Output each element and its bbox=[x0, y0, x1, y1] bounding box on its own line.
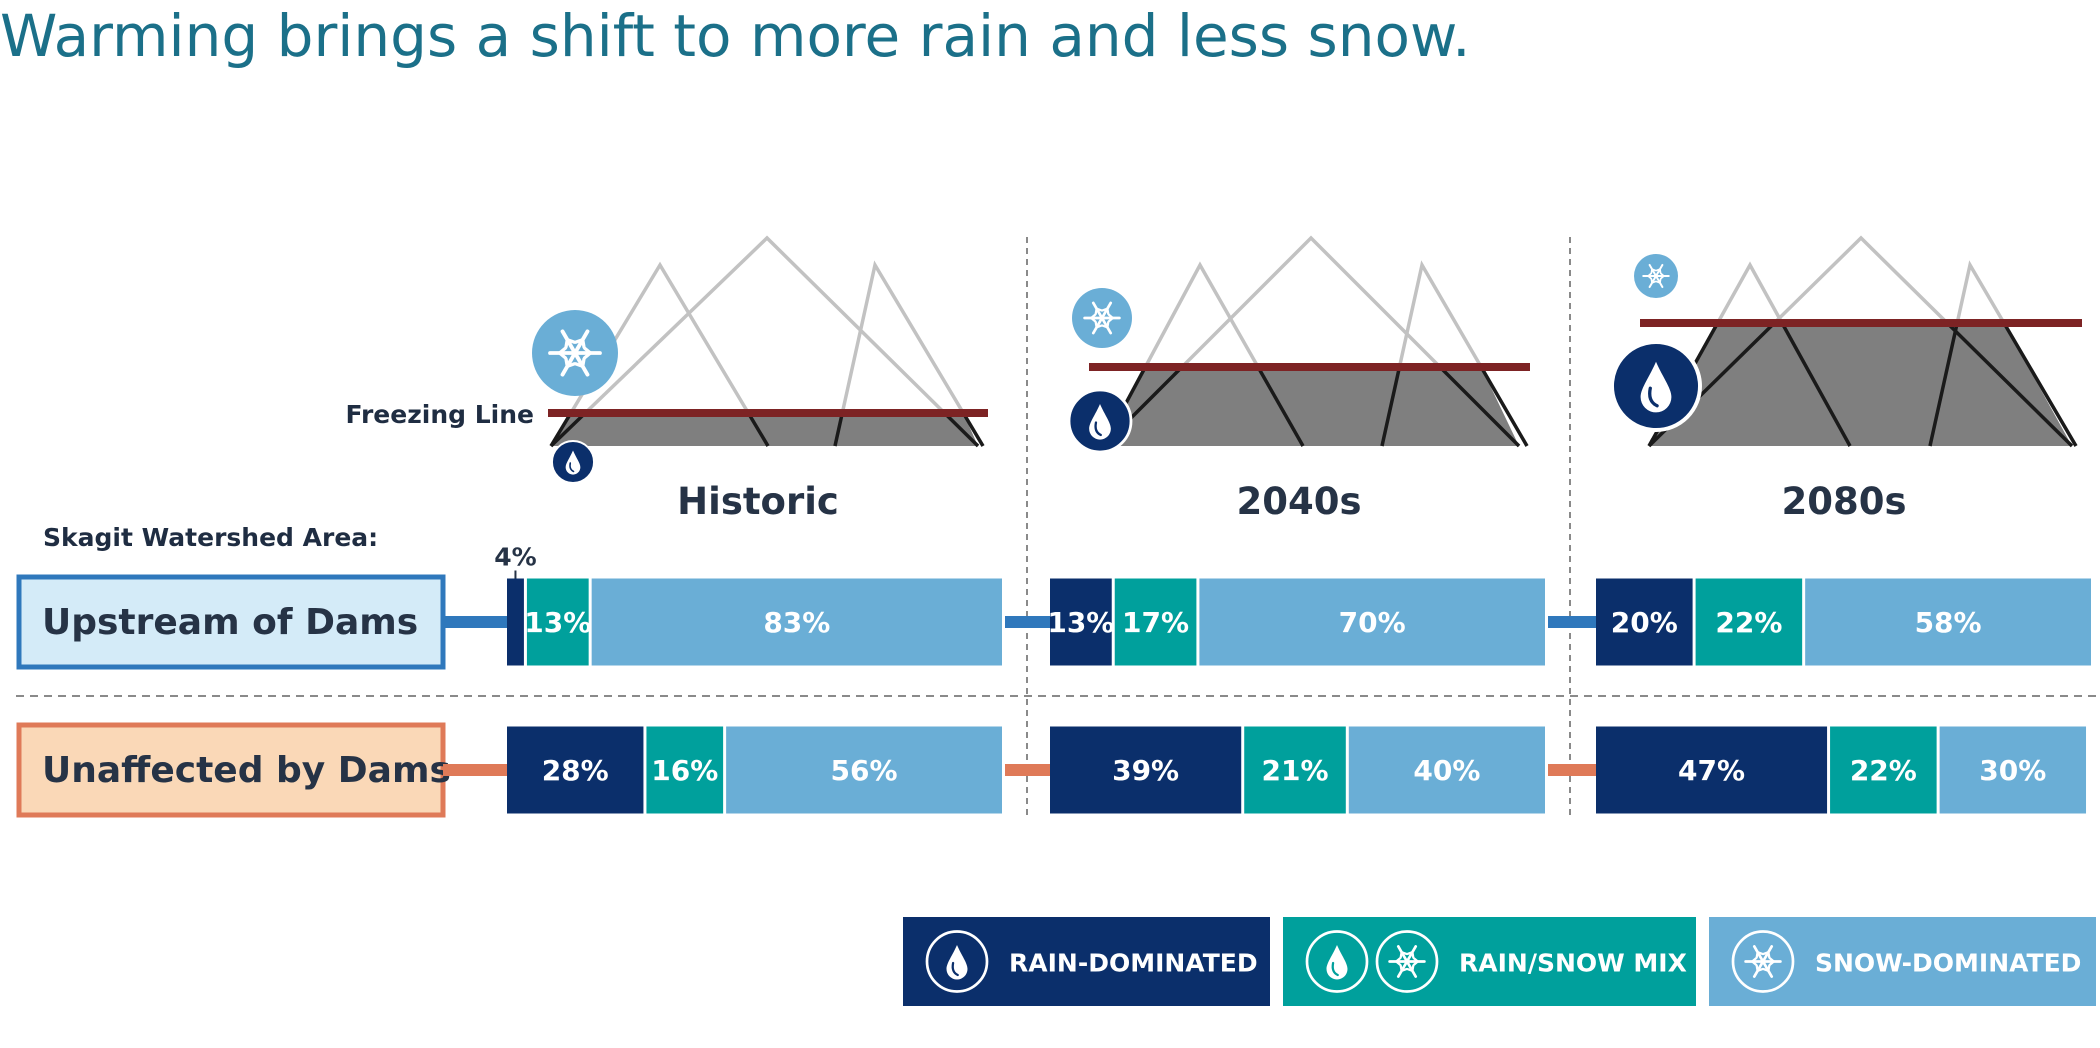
bar-segment bbox=[1199, 578, 1545, 666]
snowflake-icon bbox=[1731, 930, 1795, 993]
data-label: 58% bbox=[1915, 606, 1982, 639]
mountain-edge bbox=[1780, 322, 1852, 447]
water-drop-icon bbox=[1610, 340, 1702, 432]
mountain-edge bbox=[1928, 322, 1959, 447]
mountain-below-freezing bbox=[1103, 367, 1519, 446]
bar-segment bbox=[1114, 578, 1197, 666]
data-label: 22% bbox=[1850, 754, 1917, 787]
mountain-edge bbox=[1256, 366, 1305, 447]
period-label: 2080s bbox=[1781, 480, 1906, 523]
mountain-edge bbox=[549, 411, 587, 448]
freezing-line-label: Freezing Line bbox=[346, 400, 535, 429]
bar-segment bbox=[1348, 726, 1545, 814]
bar-segment bbox=[1050, 578, 1112, 666]
snowflake-icon bbox=[1375, 930, 1439, 993]
bar-segment bbox=[1830, 726, 1937, 814]
data-label: 13% bbox=[524, 606, 591, 639]
area-label: Skagit Watershed Area: bbox=[43, 523, 378, 552]
mountain-edge bbox=[1380, 366, 1402, 447]
mountain-edge bbox=[2002, 322, 2078, 447]
bar-segment bbox=[1805, 578, 2091, 666]
legend-label: SNOW-DOMINATED bbox=[1815, 949, 2081, 978]
data-label: 16% bbox=[651, 754, 718, 787]
bar-segment bbox=[1050, 726, 1242, 814]
mountain-group-2 bbox=[1067, 235, 1530, 454]
data-label: 28% bbox=[542, 754, 609, 787]
row-label-box bbox=[16, 574, 446, 670]
legend-item: RAIN-DOMINATED bbox=[903, 917, 1270, 1006]
legend-label: RAIN/SNOW MIX bbox=[1459, 949, 1687, 978]
data-label: 39% bbox=[1112, 754, 1179, 787]
data-label: 17% bbox=[1122, 606, 1189, 639]
legend: RAIN-DOMINATED RAIN/SNOW MIX SNOW-DOMINATE… bbox=[903, 917, 2096, 1006]
data-label: 4% bbox=[494, 543, 536, 572]
bar-segment bbox=[526, 578, 589, 666]
snowflake-icon bbox=[1072, 288, 1132, 348]
mountain-edge bbox=[1945, 321, 2074, 448]
mountain-group-3 bbox=[1610, 235, 2082, 448]
mountain-edge bbox=[833, 412, 845, 447]
data-label: 56% bbox=[831, 754, 898, 787]
bar-segment bbox=[1244, 726, 1346, 814]
data-label: 22% bbox=[1715, 606, 1782, 639]
bar-segment bbox=[1596, 726, 1828, 814]
data-label: 20% bbox=[1611, 606, 1678, 639]
bar-segment bbox=[507, 578, 524, 666]
period-labels: Historic 2040s 2080s bbox=[677, 480, 1906, 523]
mountain-outline bbox=[549, 235, 980, 448]
mountain-edge bbox=[943, 411, 980, 448]
bar-segment bbox=[1939, 726, 2087, 814]
bar-segment bbox=[591, 578, 1002, 666]
mountain-outline bbox=[833, 260, 985, 447]
data-label: 13% bbox=[1047, 606, 1114, 639]
snowflake-icon bbox=[532, 310, 618, 396]
data-label: 83% bbox=[763, 606, 830, 639]
mountain-illustrations bbox=[532, 235, 2082, 484]
mountain-below-freezing bbox=[551, 413, 978, 446]
period-label: 2040s bbox=[1236, 480, 1361, 523]
bar-segment bbox=[726, 726, 1002, 814]
data-label: 70% bbox=[1339, 606, 1406, 639]
bar-segment bbox=[1596, 578, 1693, 666]
mountain-edge bbox=[746, 412, 770, 447]
mountain-below-freezing bbox=[1649, 323, 2072, 446]
row-label-box bbox=[16, 722, 446, 818]
chart-title: Warming brings a shift to more rain and … bbox=[0, 2, 1471, 70]
mountain-group-1 bbox=[532, 235, 988, 484]
water-drop-icon bbox=[551, 440, 595, 484]
data-label: 47% bbox=[1678, 754, 1745, 787]
row-label: Upstream of Dams bbox=[42, 602, 418, 643]
legend-label: RAIN-DOMINATED bbox=[1009, 949, 1258, 978]
row-labels: Upstream of Dams Unaffected by Dams bbox=[16, 574, 451, 818]
mountain-edge bbox=[1479, 366, 1529, 447]
bar-segment bbox=[507, 726, 644, 814]
water-drop-icon bbox=[1305, 930, 1369, 993]
legend-item: RAIN/SNOW MIX bbox=[1283, 917, 1696, 1006]
mountain-edge bbox=[1438, 365, 1521, 448]
bar-segment bbox=[1695, 578, 1803, 666]
period-label: Historic bbox=[677, 480, 839, 523]
water-drop-icon bbox=[1067, 388, 1133, 454]
divider-lines bbox=[16, 237, 2100, 815]
snowflake-icon bbox=[1634, 254, 1678, 298]
water-drop-icon bbox=[925, 930, 989, 993]
data-label: 21% bbox=[1261, 754, 1328, 787]
stacked-bars: 4%13% 83% 13% 17% 70% 20% 22% 58%28% 16% 56% 39% 21… bbox=[443, 543, 2091, 814]
mountain-edge bbox=[961, 412, 985, 447]
data-label: 30% bbox=[1979, 754, 2046, 787]
legend-item: SNOW-DOMINATED bbox=[1709, 917, 2096, 1006]
data-label: 40% bbox=[1413, 754, 1480, 787]
row-label: Unaffected by Dams bbox=[42, 750, 451, 791]
bar-segment bbox=[646, 726, 724, 814]
